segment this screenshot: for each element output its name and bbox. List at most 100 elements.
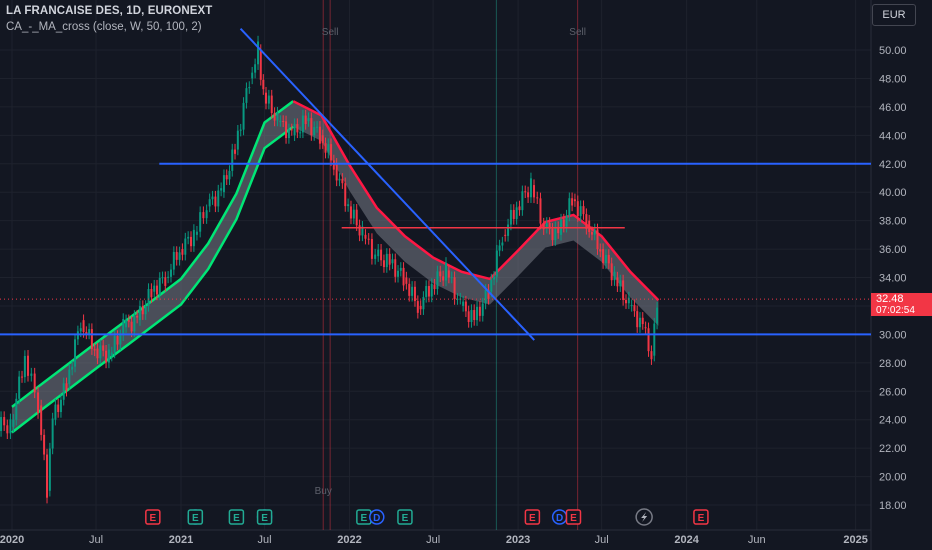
candle-body <box>242 102 245 130</box>
candle-body <box>59 399 62 413</box>
candle-body <box>138 306 141 321</box>
candle-body <box>501 242 504 246</box>
candle-body <box>147 289 150 307</box>
candle-body <box>439 271 442 277</box>
earnings-event-icon[interactable] <box>187 509 204 525</box>
candle-body <box>374 254 377 259</box>
candle-body <box>622 280 625 300</box>
earnings-event-icon[interactable] <box>397 509 413 525</box>
candle-body <box>324 143 327 153</box>
candle-body <box>169 269 172 277</box>
y-tick-label: 42.00 <box>879 159 907 171</box>
candle-body <box>321 135 324 144</box>
dividend-event-icon[interactable] <box>369 509 385 525</box>
y-tick-label: 44.00 <box>879 130 907 142</box>
candle-body <box>107 349 110 363</box>
candle-body <box>557 227 560 234</box>
candle-body <box>192 229 195 247</box>
candle-body <box>251 72 254 79</box>
candle-body <box>545 222 548 228</box>
trendline[interactable] <box>239 27 535 341</box>
candle-body <box>385 253 388 268</box>
y-tick-label: 26.00 <box>879 386 907 398</box>
candle-body <box>254 64 257 73</box>
candle-body <box>593 229 596 235</box>
candle-body <box>408 283 411 296</box>
candle-body <box>344 183 347 207</box>
candle-body <box>335 163 338 181</box>
candle-body <box>370 238 373 259</box>
candle-body <box>62 383 65 400</box>
candle-body <box>607 254 610 264</box>
event-glyph: E <box>261 513 268 524</box>
x-tick-label: 2024 <box>674 534 699 546</box>
candle-body <box>228 170 231 180</box>
candle-body <box>172 251 175 270</box>
candle-body <box>245 88 248 103</box>
candle-body <box>259 50 262 80</box>
candle-body <box>644 327 647 329</box>
earnings-event-icon[interactable] <box>228 509 245 525</box>
earnings-event-icon[interactable] <box>693 509 709 525</box>
candle-body <box>470 310 473 322</box>
candle-body <box>144 306 147 315</box>
candle-body <box>208 199 211 207</box>
earnings-event-icon[interactable] <box>565 509 582 525</box>
candle-body <box>18 376 21 399</box>
earnings-event-icon[interactable] <box>256 509 273 525</box>
candle-body <box>367 238 370 240</box>
candle-body <box>327 144 330 153</box>
candle-body <box>99 345 102 359</box>
candle-body <box>273 113 276 121</box>
candle-body <box>504 234 507 236</box>
candle-body <box>462 301 465 306</box>
candle-body <box>473 310 476 320</box>
candle-body <box>65 383 68 391</box>
candle-body <box>636 311 639 328</box>
candle-body <box>562 219 565 227</box>
y-tick-label: 24.00 <box>879 415 907 427</box>
y-tick-label: 48.00 <box>879 73 907 85</box>
candle-body <box>512 209 515 219</box>
candle-body <box>341 178 344 184</box>
candle-body <box>46 454 49 498</box>
indicator-legend[interactable]: CA_-_MA_cross (close, W, 50, 100, 2) <box>6 21 202 33</box>
candle-body <box>521 191 524 211</box>
candle-body <box>433 284 436 290</box>
candle-body <box>276 112 279 121</box>
y-tick-label: 20.00 <box>879 472 907 484</box>
candle-body <box>21 376 24 378</box>
candle-body <box>568 198 571 216</box>
candle-body <box>282 120 285 122</box>
candle-body <box>539 198 542 224</box>
candle-body <box>425 286 428 297</box>
candle-body <box>602 249 605 264</box>
last-price-label: 32.48 <box>871 293 932 305</box>
chart-title[interactable]: LA FRANCAISE DES, 1D, EURONEXT <box>6 5 213 17</box>
candle-body <box>0 417 3 432</box>
candle-body <box>616 277 619 287</box>
candle-body <box>301 115 304 133</box>
candle-body <box>51 418 54 449</box>
candle-body <box>304 115 307 124</box>
y-tick-label: 40.00 <box>879 187 907 199</box>
candle-body <box>524 191 527 193</box>
candle-body <box>90 329 93 350</box>
candle-body <box>155 285 158 295</box>
earnings-event-icon[interactable] <box>524 509 541 525</box>
currency-button[interactable]: EUR <box>872 4 916 26</box>
candle-body <box>175 251 178 260</box>
candle-body <box>399 267 402 271</box>
candle-body <box>119 335 122 345</box>
candle-body <box>647 328 650 352</box>
candle-body <box>442 276 445 281</box>
earnings-event-icon[interactable] <box>145 509 161 525</box>
candle-body <box>573 199 576 202</box>
lightning-glyph-icon <box>641 512 648 522</box>
candle-body <box>397 270 400 277</box>
candle-body <box>222 175 225 193</box>
candle-body <box>656 307 659 324</box>
candle-body <box>571 198 574 206</box>
